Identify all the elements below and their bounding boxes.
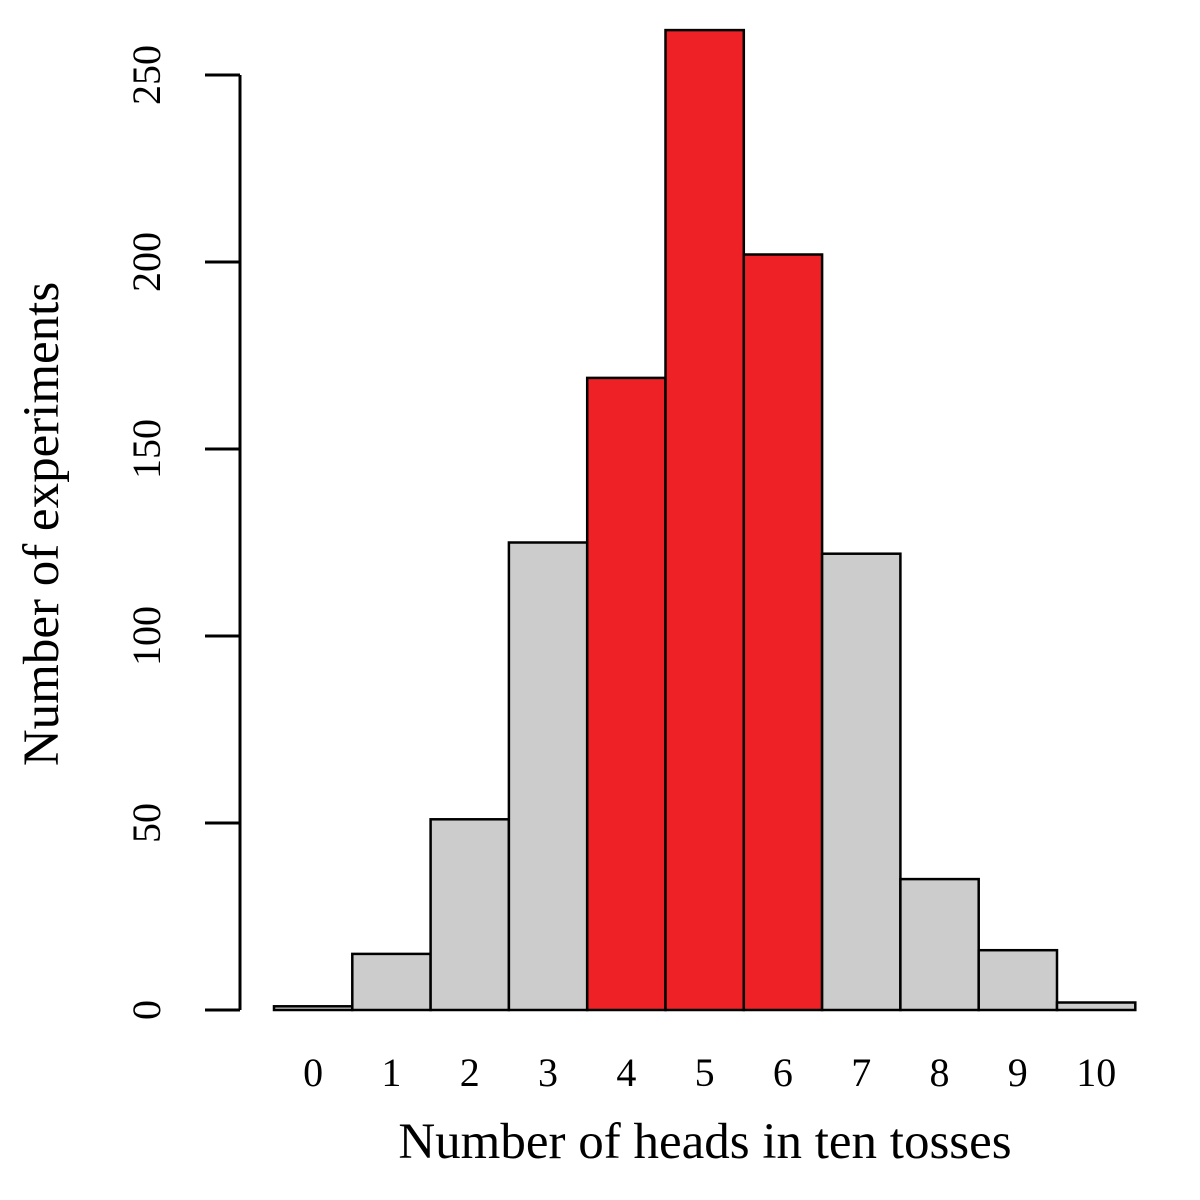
histogram-bar-7 [820, 552, 902, 1012]
x-tick-label-6: 6 [773, 1050, 793, 1095]
x-tick-label-8: 8 [930, 1050, 950, 1095]
x-tick-label-2: 2 [460, 1050, 480, 1095]
histogram-bar-2 [429, 818, 511, 1012]
y-axis-ticks: 0 50 100 150 200 250 [124, 45, 240, 1020]
x-axis-title: Number of heads in ten tosses [398, 1114, 1011, 1170]
histogram-bar-0 [272, 1005, 354, 1012]
histogram-bar-8 [899, 877, 980, 1012]
x-tick-label-4: 4 [616, 1050, 636, 1095]
histogram-bar-4 [585, 376, 667, 1012]
histogram-bar-5 [664, 28, 746, 1012]
x-tick-label-10: 10 [1076, 1050, 1116, 1095]
x-tick-label-5: 5 [695, 1050, 715, 1095]
histogram-bar-3 [507, 541, 589, 1012]
histogram-bar-9 [977, 948, 1059, 1012]
x-tick-label-0: 0 [303, 1050, 323, 1095]
y-tick-label-250: 250 [124, 45, 169, 105]
x-tick-label-3: 3 [538, 1050, 558, 1095]
x-tick-label-7: 7 [851, 1050, 871, 1095]
bars-layer [272, 28, 1137, 1012]
histogram-bar-6 [742, 253, 824, 1012]
y-tick-label-50: 50 [124, 803, 169, 843]
y-axis-title: Number of experiments [14, 282, 70, 766]
y-tick-label-200: 200 [124, 232, 169, 292]
x-tick-label-9: 9 [1008, 1050, 1028, 1095]
y-tick-label-100: 100 [124, 606, 169, 666]
x-tick-label-1: 1 [381, 1050, 401, 1095]
x-axis-tick-labels: 0 1 2 3 4 5 6 7 8 9 10 [303, 1050, 1116, 1095]
histogram-bar-10 [1055, 1001, 1137, 1012]
histogram-bar-1 [351, 952, 432, 1012]
y-tick-label-150: 150 [124, 419, 169, 479]
y-tick-label-0: 0 [124, 1000, 169, 1020]
